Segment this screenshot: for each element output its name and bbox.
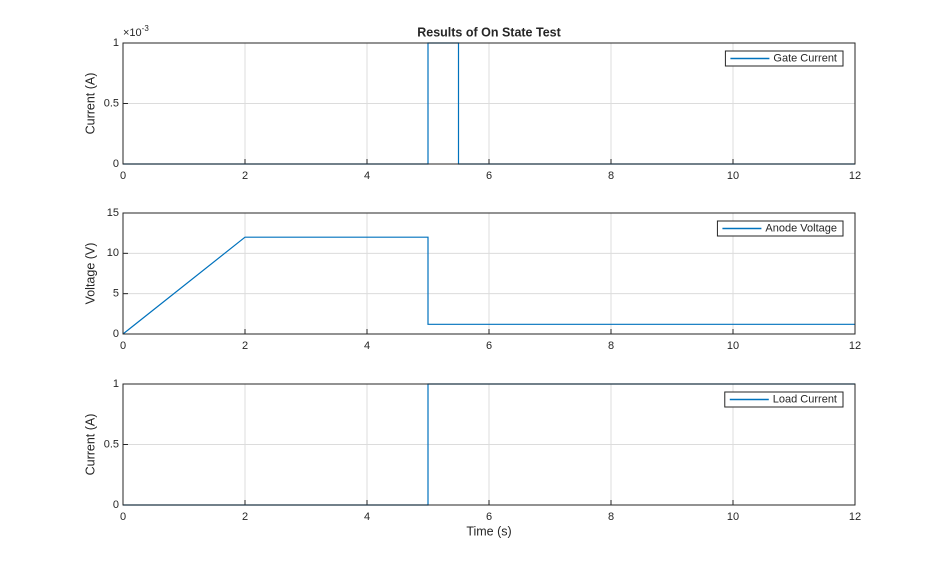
x-tick-label: 2 <box>242 511 248 523</box>
x-tick-label: 2 <box>242 170 248 182</box>
legend-box <box>716 220 844 237</box>
y-axis-label: Current (A) <box>83 73 97 135</box>
y-multiplier-exponent: -3 <box>142 24 150 33</box>
data-line <box>122 236 855 335</box>
legend: Load Current <box>724 391 844 408</box>
legend: Anode Voltage <box>716 220 844 237</box>
y-multiplier: ×10 <box>123 27 142 39</box>
y-axis-label: Current (A) <box>83 414 97 476</box>
x-tick-label: 10 <box>727 340 739 352</box>
x-tick-label: 6 <box>486 511 492 523</box>
legend-label: Load Current <box>773 393 837 405</box>
legend-box <box>724 50 844 67</box>
x-axis-label: Time (s) <box>466 524 511 538</box>
x-tick-label: 6 <box>486 170 492 182</box>
legend: Gate Current <box>724 50 844 67</box>
y-tick-label: 15 <box>107 207 119 219</box>
x-tick-label: 2 <box>242 340 248 352</box>
y-tick-label: 10 <box>107 247 119 259</box>
x-tick-label: 6 <box>486 340 492 352</box>
y-tick-label: 0 <box>113 158 119 170</box>
x-tick-label: 4 <box>364 340 370 352</box>
x-tick-label: 10 <box>727 511 739 523</box>
axes-box <box>122 383 856 506</box>
y-tick-label: 0 <box>113 328 119 340</box>
axes-box <box>122 42 856 165</box>
x-tick-label: 12 <box>849 340 861 352</box>
legend-box <box>724 391 844 408</box>
y-tick-label: 0 <box>113 499 119 511</box>
chart-title: Results of On State Test <box>417 25 561 39</box>
x-tick-label: 8 <box>608 511 614 523</box>
x-tick-label: 0 <box>120 170 126 182</box>
x-tick-label: 4 <box>364 170 370 182</box>
x-tick-label: 0 <box>120 340 126 352</box>
x-tick-label: 12 <box>849 170 861 182</box>
x-tick-label: 4 <box>364 511 370 523</box>
x-tick-label: 12 <box>849 511 861 523</box>
y-tick-label: 0.5 <box>104 438 119 450</box>
y-tick-label: 1 <box>113 37 119 49</box>
axes-box <box>122 212 856 335</box>
y-tick-label: 5 <box>113 288 119 300</box>
x-tick-label: 0 <box>120 511 126 523</box>
x-tick-label: 8 <box>608 170 614 182</box>
legend-label: Anode Voltage <box>765 222 837 234</box>
x-tick-label: 10 <box>727 170 739 182</box>
y-axis-label: Voltage (V) <box>83 243 97 305</box>
x-tick-label: 8 <box>608 340 614 352</box>
y-tick-label: 1 <box>113 378 119 390</box>
legend-label: Gate Current <box>773 52 837 64</box>
y-tick-label: 0.5 <box>104 97 119 109</box>
